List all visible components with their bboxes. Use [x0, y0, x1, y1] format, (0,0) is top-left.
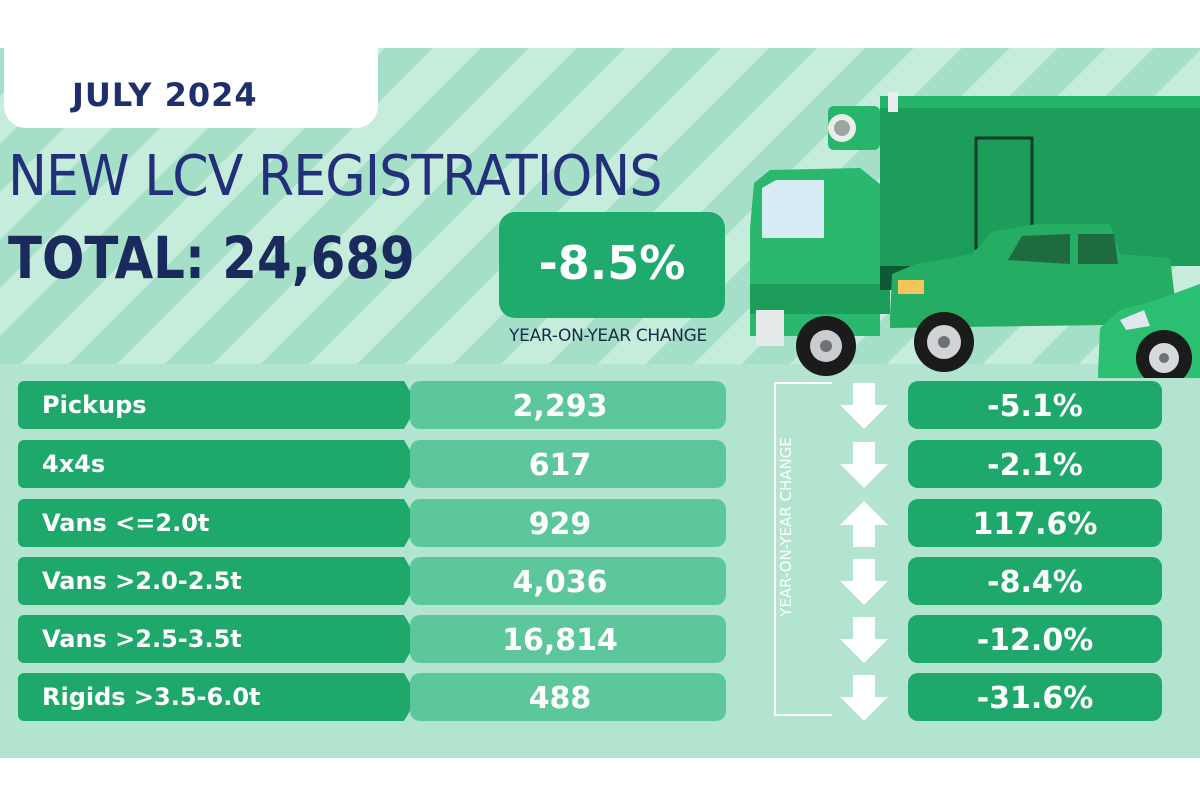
yoy-bracket [774, 382, 832, 716]
arrow-down-icon [840, 383, 888, 429]
category-tab: Pickups [18, 381, 418, 429]
arrow-down-icon [840, 559, 888, 605]
truck-icon [750, 92, 1200, 376]
change-cell: -31.6% [908, 673, 1162, 721]
pickup-icon [890, 224, 1178, 372]
category-label: Vans >2.5-3.5t [42, 625, 242, 653]
category-label: 4x4s [42, 450, 106, 478]
registrations-value: 488 [528, 681, 592, 716]
table-row: Vans <=2.0t 929 [18, 499, 728, 547]
registrations-cell: 929 [410, 499, 726, 547]
change-value: -5.1% [987, 389, 1083, 424]
yoy-side-label: YEAR-ON-YEAR CHANGE [777, 437, 795, 617]
category-tab: Vans >2.5-3.5t [18, 615, 418, 663]
table-row: Pickups 2,293 [18, 381, 728, 429]
registrations-cell: 4,036 [410, 557, 726, 605]
category-tab: Rigids >3.5-6.0t [18, 673, 418, 721]
category-tab: Vans <=2.0t [18, 499, 418, 547]
total-registrations: TOTAL: 24,689 [8, 224, 415, 292]
month-label: JULY 2024 [72, 76, 258, 114]
table-row: Rigids >3.5-6.0t 488 [18, 673, 728, 721]
category-label: Rigids >3.5-6.0t [42, 683, 261, 711]
registrations-value: 929 [528, 507, 592, 542]
registrations-value: 617 [528, 448, 592, 483]
arrow-down-icon [840, 675, 888, 721]
registrations-value: 4,036 [512, 565, 608, 600]
category-tab: 4x4s [18, 440, 418, 488]
yoy-change-badge: -8.5% [499, 212, 725, 318]
table-row: Vans >2.5-3.5t 16,814 [18, 615, 728, 663]
change-value: -12.0% [976, 623, 1094, 658]
change-cell: 117.6% [908, 499, 1162, 547]
change-value: -2.1% [987, 448, 1083, 483]
category-label: Vans >2.0-2.5t [42, 567, 242, 595]
change-cell: -8.4% [908, 557, 1162, 605]
change-cell: -5.1% [908, 381, 1162, 429]
arrow-down-icon [840, 442, 888, 488]
change-cell: -2.1% [908, 440, 1162, 488]
registrations-cell: 617 [410, 440, 726, 488]
change-value: 117.6% [972, 507, 1098, 542]
registrations-value: 2,293 [512, 389, 608, 424]
category-label: Pickups [42, 391, 147, 419]
registrations-cell: 488 [410, 673, 726, 721]
yoy-change-value: -8.5% [538, 236, 686, 290]
month-tab: JULY 2024 [4, 48, 378, 128]
registrations-value: 16,814 [502, 623, 618, 658]
change-cell: -12.0% [908, 615, 1162, 663]
change-value: -31.6% [976, 681, 1094, 716]
table-row: Vans >2.0-2.5t 4,036 [18, 557, 728, 605]
registrations-cell: 2,293 [410, 381, 726, 429]
car-icon [1098, 284, 1200, 378]
yoy-change-caption: YEAR-ON-YEAR CHANGE [509, 326, 707, 346]
change-value: -8.4% [987, 565, 1083, 600]
category-tab: Vans >2.0-2.5t [18, 557, 418, 605]
vehicles-illustration [750, 92, 1200, 378]
arrow-up-icon [840, 501, 888, 547]
category-label: Vans <=2.0t [42, 509, 210, 537]
infographic-panel: JULY 2024 NEW LCV REGISTRATIONS TOTAL: 2… [0, 48, 1200, 758]
page-title: NEW LCV REGISTRATIONS [8, 144, 662, 209]
arrow-down-icon [840, 617, 888, 663]
registrations-cell: 16,814 [410, 615, 726, 663]
table-row: 4x4s 617 [18, 440, 728, 488]
